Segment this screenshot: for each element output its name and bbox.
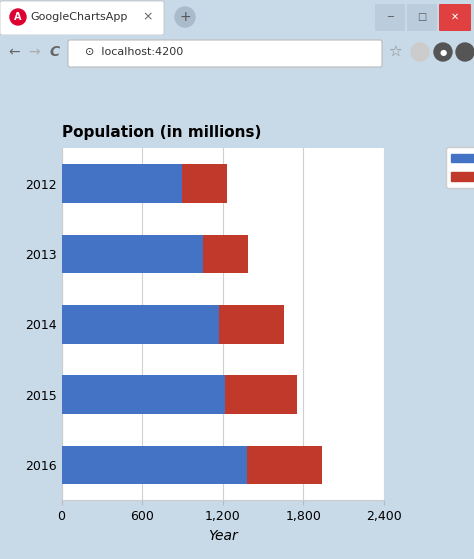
- FancyBboxPatch shape: [0, 1, 164, 35]
- X-axis label: Year: Year: [208, 529, 237, 543]
- Text: ⊙  localhost:4200: ⊙ localhost:4200: [85, 47, 183, 57]
- Text: A: A: [14, 12, 22, 22]
- Bar: [465, 70, 474, 559]
- FancyBboxPatch shape: [68, 40, 382, 67]
- Bar: [182, 164, 227, 203]
- Circle shape: [456, 43, 474, 61]
- Text: ←: ←: [8, 45, 19, 59]
- Circle shape: [175, 7, 195, 27]
- Bar: [226, 375, 297, 414]
- Text: ─: ─: [387, 12, 393, 22]
- Text: C: C: [50, 45, 60, 59]
- Text: →: →: [28, 45, 40, 59]
- Text: Population (in millions): Population (in millions): [62, 125, 261, 140]
- Bar: [219, 305, 284, 344]
- Bar: [62, 164, 182, 203]
- Text: ×: ×: [143, 11, 153, 23]
- FancyBboxPatch shape: [407, 4, 437, 31]
- Text: ●: ●: [439, 48, 447, 56]
- Bar: [247, 446, 322, 484]
- FancyBboxPatch shape: [439, 4, 471, 31]
- Circle shape: [411, 43, 429, 61]
- Text: ☆: ☆: [388, 45, 402, 59]
- Text: GoogleChartsApp: GoogleChartsApp: [30, 12, 128, 22]
- Text: □: □: [418, 12, 427, 22]
- Circle shape: [10, 9, 26, 25]
- Bar: [62, 235, 203, 273]
- Bar: [62, 305, 219, 344]
- Text: +: +: [179, 10, 191, 24]
- Bar: [62, 446, 247, 484]
- Bar: [203, 235, 248, 273]
- Text: ✕: ✕: [451, 12, 459, 22]
- FancyBboxPatch shape: [375, 4, 405, 31]
- Bar: [62, 375, 226, 414]
- Circle shape: [434, 43, 452, 61]
- Legend: Asia, E...: Asia, E...: [446, 147, 474, 188]
